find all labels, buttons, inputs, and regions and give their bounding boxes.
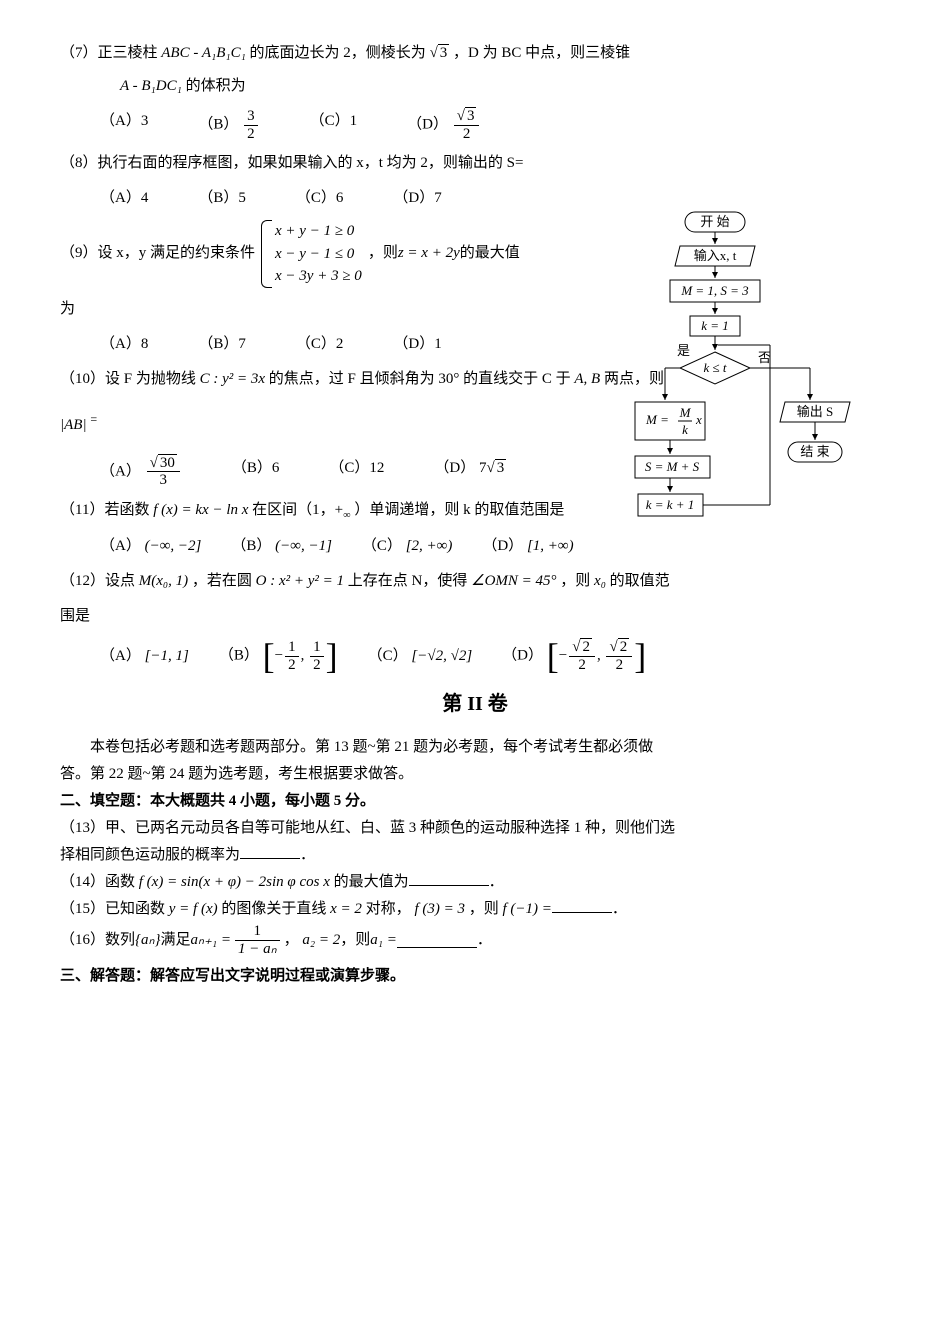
q7-opt-b: （B） 32	[198, 108, 259, 142]
part2-title: 第 II 卷	[60, 686, 890, 722]
q12-suffix: 的取值范	[610, 573, 670, 589]
q9-suffix: 的最大值	[460, 240, 520, 267]
q8-text: （8）执行右面的程序框图，如果如果输入的 x，t 均为 2，则输出的 S=	[60, 155, 523, 171]
q10-mid1: 的焦点，过 F 且倾斜角为	[269, 371, 435, 387]
q10-pts: A, B	[574, 371, 600, 387]
q12-ang: ∠OMN = 45°	[471, 573, 556, 589]
q12-mid3: ，则	[560, 573, 590, 589]
q7-mid1: 的底面边长为 2，侧棱长为	[250, 45, 426, 61]
q7-options: （A）3 （B） 32 （C）1 （D） 32	[100, 108, 890, 142]
q12-opt-c: （C） [−√2, √2]	[368, 643, 473, 670]
q13b: 择相同颜色运动服的概率为．	[60, 842, 890, 869]
flow-sadd: S = M + S	[645, 459, 700, 474]
question-12: （12）设点 M(x₀, 1) ，若在圆 O : x² + y² = 1 上存在…	[60, 568, 890, 595]
q10-opt-c: （C）12	[329, 455, 384, 489]
q8-opt-b: （B）5	[198, 185, 246, 212]
q7-opt-c: （C）1	[310, 108, 358, 142]
flow-end: 结 束	[800, 444, 829, 459]
q11-opt-c: （C） [2, +∞)	[362, 533, 452, 560]
question-14: （14）函数 f (x) = sin(x + φ) − 2sin φ cos x…	[60, 869, 890, 896]
q12-opt-a: （A） [−1, 1]	[100, 643, 189, 670]
blank-14	[409, 870, 489, 886]
flowchart-diagram: 开 始 输入x, t M = 1, S = 3 k = 1 k ≤ t 是 否 …	[630, 210, 860, 570]
q10-curve: C : y² = 3x	[200, 371, 265, 387]
q9-opt-a: （A）8	[100, 331, 148, 358]
q10-angle: 30°	[438, 371, 459, 387]
svg-text:x: x	[695, 412, 702, 427]
q12-mid2: 上存在点 N，使得	[348, 573, 468, 589]
flow-yes: 是	[677, 343, 690, 358]
q12-opt-d: （D） [−22, 22]	[502, 638, 646, 674]
q11-opt-d: （D） [1, +∞)	[482, 533, 573, 560]
blank-16	[397, 932, 477, 948]
fill-header: 二、填空题：本大概题共 4 小题，每小题 5 分。	[60, 788, 890, 815]
q10-mid2: 的直线交于 C 于	[463, 371, 571, 387]
question-8: （8）执行右面的程序框图，如果如果输入的 x，t 均为 2，则输出的 S=	[60, 150, 890, 177]
blank-15	[552, 897, 612, 913]
q12-mid1: ，若在圆	[192, 573, 252, 589]
q7-suffix: 的体积为	[186, 78, 246, 94]
flow-input: 输入x, t	[694, 248, 737, 263]
q11-suffix: ）单调递增，则 k 的取值范围是	[354, 502, 564, 518]
question-15: （15）已知函数 y = f (x) 的图像关于直线 x = 2 对称， f (…	[60, 896, 890, 923]
q12-suffix2: 围是	[60, 603, 890, 630]
q12-m: M(x₀, 1)	[139, 573, 188, 589]
q11-opt-b: （B） (−∞, −1]	[231, 533, 332, 560]
flow-cond: k ≤ t	[703, 360, 726, 375]
q11-func: f (x) = kx − ln x	[153, 502, 248, 518]
q10-opt-b: （B）6	[232, 455, 280, 489]
q10-opt-a: （A） 303	[100, 455, 182, 489]
solve-header: 三、解答题：解答应写出文字说明过程或演算步骤。	[60, 963, 890, 990]
part2-desc1: 本卷包括必考题和选考题两部分。第 13 题~第 21 题为必考题，每个考试考生都…	[60, 734, 890, 761]
flow-output: 输出 S	[797, 404, 833, 419]
q7-opt-a: （A）3	[100, 108, 148, 142]
q9-opt-c: （C）2	[296, 331, 344, 358]
q7-expr2: A - B₁DC₁	[120, 78, 182, 94]
svg-text:k: k	[682, 422, 688, 437]
flow-start: 开 始	[700, 214, 729, 229]
q10-prefix: （10）设 F 为抛物线	[60, 371, 196, 387]
q7-mid2: ，D 为 BC 中点，则三棱锥	[453, 45, 630, 61]
q7-prefix: （7）正三棱柱	[60, 45, 158, 61]
q12-opt-b: （B） [−12, 12]	[219, 638, 338, 674]
q11-mid: 在区间（1，+	[252, 502, 343, 518]
constraint-system: x + y − 1 ≥ 0 x − y − 1 ≤ 0 x − 3y + 3 ≥…	[261, 220, 362, 288]
q9-z: z = x + 2y	[398, 240, 460, 267]
question-13: （13）甲、已两名元动员各自等可能地从红、白、蓝 3 种颜色的运动服种选择 1 …	[60, 815, 890, 842]
sqrt-icon: 3	[430, 40, 450, 67]
question-16: （16）数列 {aₙ} 满足 aₙ₊₁ = 11 − aₙ ， a₂ = 2 ，…	[60, 923, 890, 957]
q8-opt-c: （C）6	[296, 185, 344, 212]
q12-x0: x₀	[594, 573, 606, 589]
q11-opt-a: （A） (−∞, −2]	[100, 533, 201, 560]
blank-13	[240, 843, 300, 859]
q8-opt-a: （A）4	[100, 185, 148, 212]
q8-options: （A）4 （B）5 （C）6 （D）7	[100, 185, 890, 212]
flow-kinc: k = k + 1	[646, 497, 695, 512]
q10-opt-d: （D） 73	[434, 455, 506, 489]
q12-o: O : x² + y² = 1	[256, 573, 344, 589]
flow-m-lhs: M =	[645, 412, 669, 427]
q12-options: （A） [−1, 1] （B） [−12, 12] （C） [−√2, √2] …	[100, 638, 890, 674]
flow-no: 否	[758, 350, 771, 365]
q9-mid: ，则	[368, 240, 398, 267]
q11-prefix: （11）若函数	[60, 502, 149, 518]
q9-prefix: （9）设 x，y 满足的约束条件	[60, 240, 255, 267]
q9-opt-b: （B）7	[198, 331, 246, 358]
q7-expr1: ABC - A₁B₁C₁	[161, 45, 246, 61]
part2-desc2: 答。第 22 题~第 24 题为选考题，考生根据要求做答。	[60, 761, 890, 788]
q9-opt-d: （D）1	[393, 331, 441, 358]
svg-text:M: M	[679, 405, 692, 420]
flow-k1: k = 1	[701, 318, 729, 333]
q7-opt-d: （D） 32	[407, 108, 481, 142]
q8-opt-d: （D）7	[393, 185, 441, 212]
flow-init: M = 1, S = 3	[680, 283, 749, 298]
q12-prefix: （12）设点	[60, 573, 135, 589]
question-7: （7）正三棱柱 ABC - A₁B₁C₁ 的底面边长为 2，侧棱长为 3 ，D …	[60, 40, 890, 100]
